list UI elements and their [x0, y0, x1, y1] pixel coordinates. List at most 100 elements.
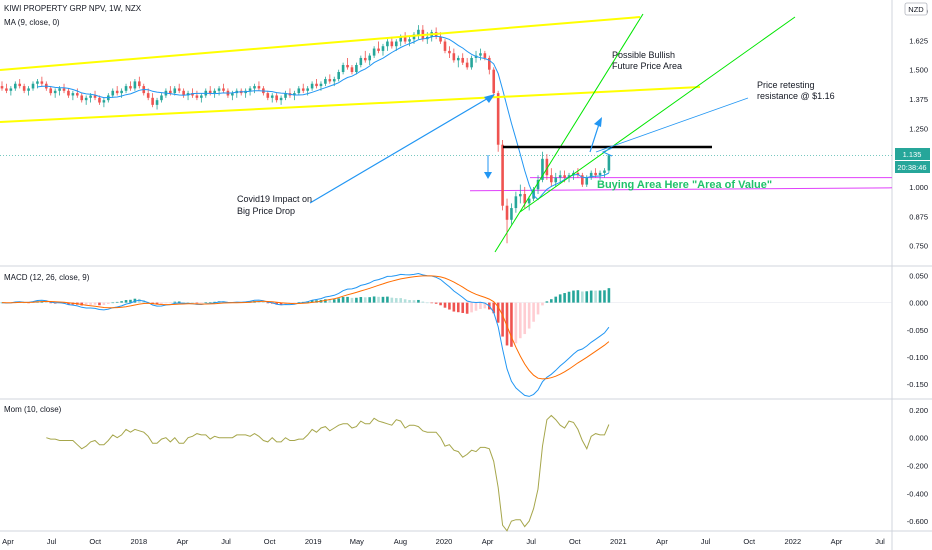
bullish-arrow-line — [589, 120, 601, 153]
macd-histogram-bar — [563, 293, 566, 303]
macd-tick-label: -0.050 — [907, 326, 928, 335]
macd-histogram-bar — [541, 302, 544, 306]
countdown-badge — [895, 161, 930, 173]
macd-histogram-bar — [434, 302, 438, 304]
macd-histogram-bar — [107, 302, 110, 304]
macd-histogram-bar — [98, 302, 101, 306]
trend-drawings[interactable] — [0, 13, 796, 253]
macd-histogram-bar — [208, 302, 212, 303]
mom-legend[interactable]: Mom (10, close) — [4, 405, 62, 414]
area-of-value-bottom — [469, 187, 893, 192]
macd-histogram-bar — [169, 302, 172, 304]
macd-histogram-bar — [155, 302, 159, 305]
candle-body — [536, 179, 540, 190]
macd-histogram-bar — [505, 302, 509, 346]
candle-body — [93, 95, 97, 98]
candle-body — [40, 81, 44, 84]
candle-body — [9, 88, 13, 91]
momentum-series — [46, 414, 610, 532]
macd-histogram-bar — [279, 302, 283, 305]
candle-body — [111, 90, 115, 96]
candle-body — [505, 205, 509, 220]
macd-histogram-bar — [332, 299, 336, 303]
candle-body — [581, 175, 584, 185]
macd-histogram-bar — [519, 302, 522, 339]
candle-body — [18, 83, 22, 87]
candle-body — [49, 88, 53, 94]
x-tick-label: Apr — [2, 537, 14, 546]
candle-body — [155, 100, 159, 105]
macd-histogram-bar — [129, 299, 132, 303]
macd-histogram-bar — [204, 302, 208, 303]
macd-histogram-bar — [572, 290, 575, 303]
candle-body — [200, 95, 203, 98]
bullish-annotation-line1: Possible Bullish — [612, 50, 675, 60]
macd-histogram-bar — [448, 302, 451, 310]
candle-body — [479, 53, 482, 56]
x-tick-label: 2020 — [436, 537, 453, 546]
x-tick-label: 2022 — [784, 537, 801, 546]
macd-histogram-bar — [177, 301, 181, 303]
candle-body — [589, 172, 593, 178]
macd-tick-label: 0.050 — [909, 271, 928, 280]
candle-body — [359, 57, 363, 65]
candle-body — [80, 95, 84, 101]
ma-legend[interactable]: MA (9, close, 0) — [4, 18, 60, 27]
macd-histogram-bar — [186, 302, 190, 303]
x-tick-label: May — [350, 537, 364, 546]
macd-legend[interactable]: MACD (12, 26, close, 9) — [4, 273, 90, 282]
candle-body — [465, 62, 469, 68]
macd-histogram-bar — [510, 302, 513, 347]
drop-arrow-head — [484, 172, 492, 179]
macd-histogram-bar — [412, 300, 416, 303]
candle-body — [448, 50, 451, 54]
macd-histogram-bar — [394, 298, 398, 303]
macd-histogram-bar — [67, 302, 70, 305]
candle-body — [195, 95, 199, 98]
macd-histogram-bar — [324, 299, 327, 303]
macd-histogram-bar — [310, 300, 314, 303]
candle-body — [541, 158, 544, 180]
candle-body — [346, 64, 349, 68]
price-tick-label: 0.875 — [909, 212, 928, 221]
macd-histogram-bar — [470, 302, 473, 313]
macd-tick-label: 0.000 — [909, 299, 928, 308]
candle-body — [53, 90, 57, 94]
candle-body — [545, 158, 549, 176]
candle-body — [160, 95, 163, 101]
macd-histogram-bar — [377, 296, 380, 303]
candle-body — [191, 93, 194, 96]
retest-arrow-head — [601, 147, 613, 157]
x-tick-label: Aug — [394, 537, 407, 546]
candle-body — [315, 83, 318, 87]
candle-body — [231, 93, 234, 96]
macd-histogram-bar — [536, 302, 540, 315]
x-tick-label: Oct — [264, 537, 277, 546]
candle-body — [394, 41, 398, 47]
macd-histogram-bar — [430, 302, 434, 304]
candle-body — [208, 90, 212, 94]
x-tick-label: Oct — [743, 537, 756, 546]
macd-histogram-bar — [439, 302, 442, 306]
symbol-legend[interactable]: KIWI PROPERTY GRP NPV, 1W, NZX — [4, 4, 142, 13]
macd-histogram-bar — [266, 302, 270, 304]
macd-histogram-bar — [496, 302, 500, 323]
macd-histogram-bar — [200, 302, 203, 304]
candle-body — [607, 155, 611, 171]
candle-body — [461, 57, 465, 63]
covid-arrow-line — [309, 96, 491, 204]
candle-body — [594, 172, 597, 176]
covid-annotation-line1: Covid19 Impact on — [237, 194, 312, 204]
bullish-channel-right — [519, 16, 796, 213]
macd-histogram-bar — [27, 302, 30, 304]
candlestick-series — [0, 25, 611, 244]
candle-body — [67, 90, 70, 96]
macd-histogram-bar — [581, 291, 584, 303]
candle-body — [563, 175, 566, 178]
macd-histogram-bar — [514, 302, 518, 344]
candle-body — [439, 36, 442, 42]
candle-body — [120, 90, 123, 94]
candle-body — [483, 53, 487, 58]
macd-signal-line — [1, 275, 610, 380]
